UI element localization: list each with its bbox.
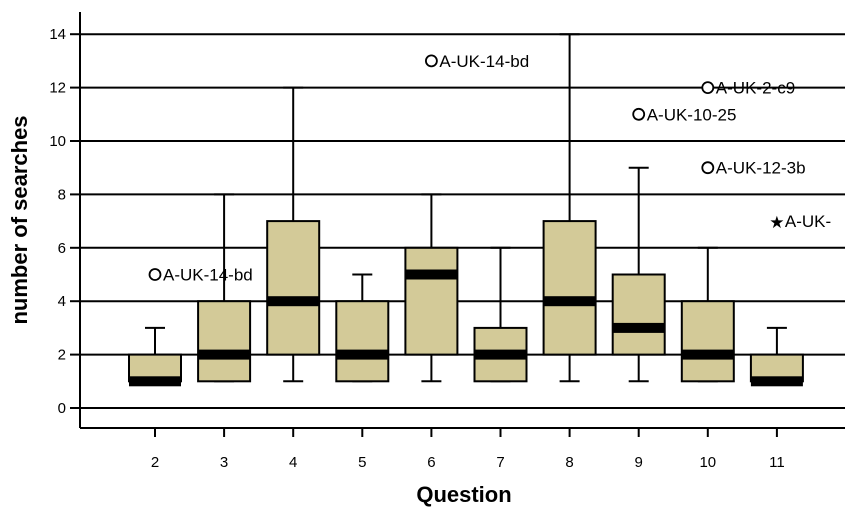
y-tick-label: 14 — [49, 26, 66, 43]
outlier-label: A-UK-14-bd — [439, 52, 529, 71]
x-axis-title: Question — [416, 482, 511, 507]
box-3 — [197, 193, 252, 383]
outlier-label: A-UK-10-25 — [647, 105, 737, 124]
outlier-circle-marker — [424, 54, 438, 68]
median-bar — [474, 349, 527, 360]
box-10 — [680, 246, 735, 383]
box-9 — [611, 166, 666, 383]
outlier-label: A-UK-12-3b — [716, 159, 806, 178]
x-tick-label: 4 — [289, 454, 297, 471]
outlier-11-7: ★ A-UK- — [769, 212, 831, 232]
x-ticks: 2 3 4 5 6 7 8 9 10 11 — [151, 428, 785, 471]
y-tick-label: 10 — [49, 133, 66, 150]
median-bar — [543, 296, 596, 307]
outliers: A-UK-14-bd A-UK-14-bd A-UK-10-25 A-UK-2-c9 A… — [148, 52, 831, 285]
median-bar — [405, 269, 458, 280]
outlier-6-13: A-UK-14-bd — [424, 52, 529, 71]
iqr-box — [404, 246, 459, 356]
median-bar — [681, 349, 734, 360]
outlier-star-marker: ★ — [769, 213, 784, 232]
iqr-box — [680, 300, 735, 383]
iqr-box — [266, 220, 321, 356]
median-bar — [750, 376, 803, 387]
iqr-box — [197, 300, 252, 383]
x-tick-label: 11 — [769, 454, 785, 471]
iqr-box — [611, 273, 666, 356]
outlier-9-11: A-UK-10-25 — [632, 105, 737, 124]
x-tick-label: 6 — [427, 454, 435, 471]
median-bar — [267, 296, 320, 307]
outlier-circle-marker — [701, 161, 715, 175]
y-tick-label: 12 — [49, 80, 66, 97]
x-tick-label: 5 — [358, 454, 366, 471]
median-bar — [336, 349, 389, 360]
iqr-box — [542, 220, 597, 356]
outlier-10-12: A-UK-2-c9 — [701, 79, 795, 98]
box-8 — [542, 33, 597, 383]
y-ticks: 0 2 4 6 8 10 12 14 — [49, 26, 80, 417]
iqr-box — [335, 300, 390, 383]
boxes — [128, 33, 804, 387]
box-11 — [749, 326, 804, 387]
x-tick-label: 7 — [496, 454, 504, 471]
outlier-label: A-UK-2-c9 — [716, 79, 795, 98]
box-4 — [266, 86, 321, 383]
x-tick-label: 9 — [635, 454, 643, 471]
y-tick-label: 4 — [58, 293, 66, 310]
x-tick-label: 8 — [565, 454, 573, 471]
outlier-circle-marker — [701, 81, 715, 94]
y-tick-label: 0 — [58, 400, 66, 417]
box-6 — [404, 193, 459, 383]
box-2 — [128, 326, 182, 387]
median-bar — [198, 349, 251, 360]
x-tick-label: 3 — [220, 454, 228, 471]
x-tick-label: 10 — [699, 454, 716, 471]
outlier-label: A-UK- — [785, 212, 831, 231]
box-5 — [335, 273, 390, 383]
outlier-10-9: A-UK-12-3b — [701, 159, 806, 178]
y-tick-label: 6 — [58, 240, 66, 257]
outlier-circle-marker — [148, 268, 162, 281]
y-axis-title: number of searches — [7, 115, 32, 324]
outlier-label: A-UK-14-bd — [163, 266, 253, 285]
y-tick-label: 2 — [58, 347, 66, 364]
x-tick-label: 2 — [151, 454, 159, 471]
outlier-circle-marker — [632, 107, 646, 121]
y-tick-label: 8 — [58, 186, 66, 203]
median-bar — [612, 322, 665, 333]
median-bar — [129, 376, 181, 387]
axes — [79, 12, 845, 429]
box-7 — [473, 246, 528, 383]
outlier-2-5: A-UK-14-bd — [148, 266, 253, 285]
